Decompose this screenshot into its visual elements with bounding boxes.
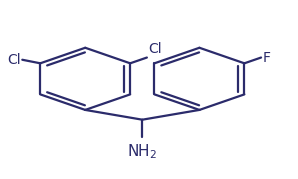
Text: NH$_2$: NH$_2$ [127,142,157,161]
Text: Cl: Cl [7,53,21,67]
Text: Cl: Cl [148,42,162,56]
Text: F: F [263,50,271,65]
